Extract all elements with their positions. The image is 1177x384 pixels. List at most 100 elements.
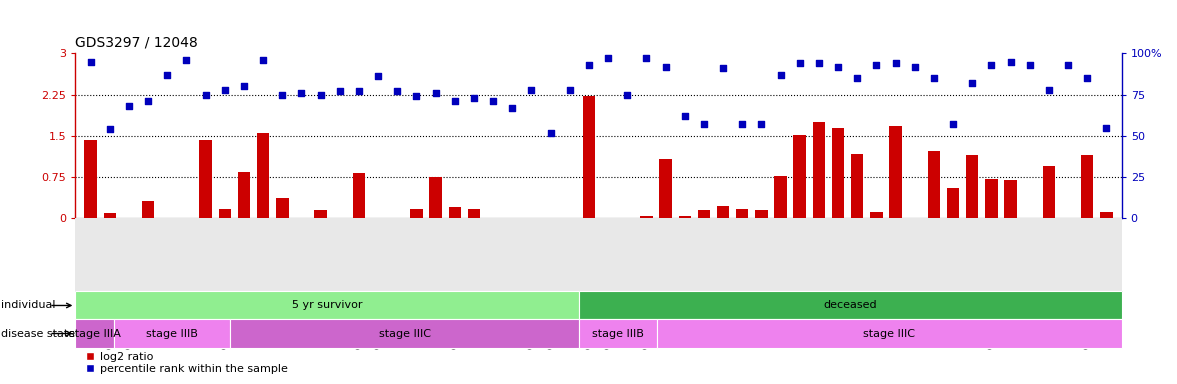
Bar [238, 172, 251, 218]
Point [713, 65, 732, 71]
Point [197, 92, 215, 98]
Point [120, 103, 139, 109]
Bar [75, 319, 114, 348]
Bar [927, 151, 940, 218]
Point [924, 75, 943, 81]
Point [311, 92, 330, 98]
Text: individual: individual [1, 300, 55, 311]
Point [388, 88, 407, 94]
Legend: log2 ratio, percentile rank within the sample: log2 ratio, percentile rank within the s… [81, 348, 292, 379]
Point [1039, 87, 1058, 93]
Point [484, 98, 503, 104]
Bar [890, 126, 902, 218]
Point [139, 98, 158, 104]
Bar [640, 216, 652, 218]
Point [292, 90, 311, 96]
Point [158, 72, 177, 78]
Bar [430, 177, 441, 218]
Point [541, 129, 560, 136]
Point [963, 80, 982, 86]
Bar [678, 216, 691, 218]
Point [81, 58, 100, 65]
Point [579, 62, 598, 68]
Point [944, 121, 963, 127]
Bar [736, 209, 749, 218]
Bar [75, 291, 579, 319]
Bar [774, 175, 786, 218]
Point [618, 92, 637, 98]
Point [694, 121, 713, 127]
Point [771, 72, 790, 78]
Text: stage IIIB: stage IIIB [146, 328, 198, 339]
Bar [142, 201, 154, 218]
Point [350, 88, 368, 94]
Bar [448, 207, 461, 218]
Point [1020, 62, 1039, 68]
Point [177, 57, 195, 63]
Bar [657, 319, 1122, 348]
Text: disease state: disease state [1, 328, 75, 339]
Point [523, 87, 541, 93]
Bar [314, 210, 327, 218]
Bar [104, 213, 117, 218]
Point [254, 57, 273, 63]
Bar [1043, 166, 1055, 218]
Point [100, 126, 119, 132]
Text: deceased: deceased [824, 300, 877, 311]
Point [407, 93, 426, 99]
Point [867, 62, 886, 68]
Point [676, 113, 694, 119]
Bar [698, 210, 710, 218]
Point [886, 60, 905, 66]
Point [790, 60, 809, 66]
Text: 5 yr survivor: 5 yr survivor [292, 300, 363, 311]
Point [426, 90, 445, 96]
Point [215, 87, 234, 93]
Bar [277, 198, 288, 218]
Bar [411, 209, 423, 218]
Point [733, 121, 752, 127]
Bar [659, 159, 672, 218]
Bar [467, 209, 480, 218]
Bar [870, 212, 883, 218]
Point [829, 63, 847, 70]
Bar [579, 291, 1122, 319]
Point [560, 87, 579, 93]
Bar [946, 188, 959, 218]
Bar [579, 319, 657, 348]
Bar [1100, 212, 1112, 218]
Point [1078, 75, 1097, 81]
Bar [717, 206, 730, 218]
Bar [832, 127, 844, 218]
Point [752, 121, 771, 127]
Bar [756, 210, 767, 218]
Point [331, 88, 350, 94]
Text: stage IIIA: stage IIIA [68, 328, 120, 339]
Bar [85, 140, 97, 218]
Bar [257, 133, 270, 218]
Bar [231, 319, 579, 348]
Point [503, 105, 521, 111]
Point [810, 60, 829, 66]
Point [1002, 58, 1020, 65]
Text: stage IIIC: stage IIIC [379, 328, 431, 339]
Bar [353, 173, 365, 218]
Text: GDS3297 / 12048: GDS3297 / 12048 [75, 36, 198, 50]
Bar [966, 155, 978, 218]
Point [599, 55, 618, 61]
Bar [985, 179, 998, 218]
Text: stage IIIC: stage IIIC [863, 328, 916, 339]
Bar [199, 140, 212, 218]
Point [234, 83, 253, 89]
Bar [1004, 180, 1017, 218]
Point [905, 63, 924, 70]
Point [273, 92, 292, 98]
Bar [812, 122, 825, 218]
Bar [583, 96, 596, 218]
Point [1097, 124, 1116, 131]
Bar [851, 154, 864, 218]
Point [368, 73, 387, 79]
Point [637, 55, 656, 61]
Point [465, 95, 484, 101]
Bar [1080, 155, 1093, 218]
